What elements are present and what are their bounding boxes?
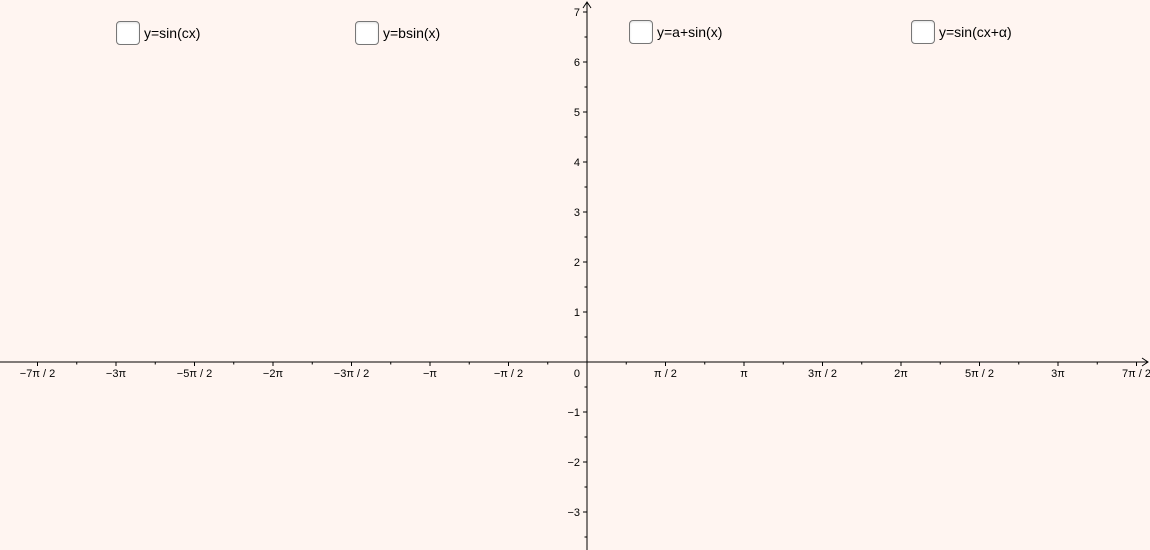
checkbox-label: y=sin(cx)	[144, 25, 201, 41]
x-tick-label: 3π	[1051, 368, 1065, 380]
checkbox-label: y=a+sin(x)	[657, 24, 723, 40]
y-tick-label: 2	[574, 257, 580, 269]
x-tick-label: 7π / 2	[1122, 368, 1150, 380]
x-tick-label: −7π / 2	[20, 368, 55, 380]
y-tick-label: −1	[567, 407, 580, 419]
y-tick-label: 7	[574, 7, 580, 19]
y-axis-arrow	[582, 1, 592, 9]
checkbox-box[interactable]	[116, 21, 140, 45]
checkbox-bsin-x[interactable]: y=bsin(x)	[355, 19, 440, 47]
y-tick-label: 6	[574, 57, 580, 69]
x-tick-label: −3π / 2	[334, 368, 369, 380]
checkbox-label: y=sin(cx+α)	[939, 24, 1012, 40]
checkbox-box[interactable]	[629, 20, 653, 44]
x-tick-label: −π / 2	[494, 368, 523, 380]
x-tick-label: 5π / 2	[965, 368, 994, 380]
origin-label: 0	[574, 368, 580, 380]
checkbox-sin-cx-plus-alpha[interactable]: y=sin(cx+α)	[911, 18, 1012, 46]
y-tick-label: −3	[567, 507, 580, 519]
x-tick-label: −π	[423, 368, 437, 380]
x-tick-label: 3π / 2	[808, 368, 837, 380]
checkbox-label: y=bsin(x)	[383, 25, 441, 41]
checkbox-sin-cx[interactable]: y=sin(cx)	[116, 19, 200, 47]
y-tick-label: −2	[567, 457, 580, 469]
checkbox-box[interactable]	[911, 20, 935, 44]
y-tick-label: 4	[574, 157, 580, 169]
x-tick-label: −3π	[106, 368, 127, 380]
x-tick-label: −5π / 2	[177, 368, 212, 380]
y-tick-label: 3	[574, 207, 580, 219]
y-tick-label: 1	[574, 307, 580, 319]
y-tick-label: 5	[574, 107, 580, 119]
x-tick-label: −2π	[263, 368, 284, 380]
x-tick-label: π	[740, 368, 748, 380]
x-tick-label: π / 2	[654, 368, 677, 380]
checkbox-box[interactable]	[355, 21, 379, 45]
x-tick-label: 2π	[894, 368, 908, 380]
x-axis-arrow	[1141, 357, 1149, 367]
checkbox-a-plus-sin-x[interactable]: y=a+sin(x)	[629, 18, 722, 46]
